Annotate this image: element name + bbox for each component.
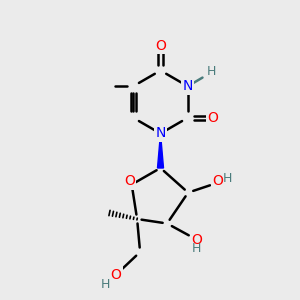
- Text: O: O: [111, 268, 122, 282]
- Text: N: N: [183, 79, 193, 93]
- Text: O: O: [155, 39, 166, 53]
- Text: H: H: [192, 242, 201, 255]
- Text: O: O: [207, 111, 218, 125]
- Text: O: O: [191, 233, 202, 247]
- Polygon shape: [158, 134, 164, 168]
- Text: N: N: [155, 127, 166, 140]
- Text: O: O: [124, 175, 135, 188]
- Text: H: H: [223, 172, 232, 185]
- Text: O: O: [212, 174, 223, 188]
- Text: H: H: [100, 278, 110, 291]
- Text: H: H: [207, 65, 217, 78]
